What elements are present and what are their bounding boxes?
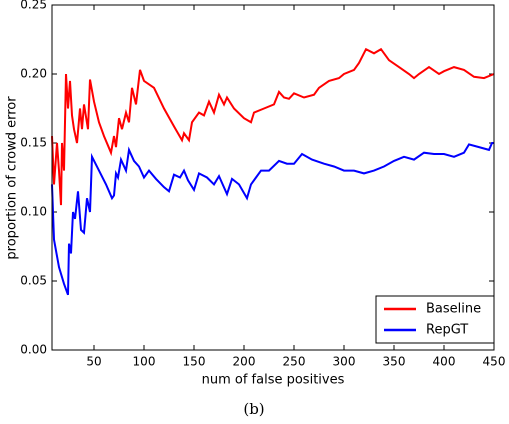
line-series bbox=[51, 142, 494, 296]
y-tick-label: 0.10 bbox=[20, 205, 47, 219]
x-tick-label: 400 bbox=[433, 355, 456, 369]
legend-box bbox=[375, 295, 495, 344]
x-tick-label: 300 bbox=[333, 355, 356, 369]
x-tick-label: 200 bbox=[233, 355, 256, 369]
legend-label: RepGT bbox=[426, 323, 468, 338]
plot-frame bbox=[51, 4, 495, 351]
y-tick-label: 0.20 bbox=[20, 67, 47, 81]
chart-title: (b) bbox=[243, 400, 264, 418]
y-tick-label: 0.05 bbox=[20, 274, 47, 288]
y-axis-label: proportion of crowd error bbox=[5, 96, 20, 260]
line-series bbox=[51, 47, 495, 206]
x-tick-label: 350 bbox=[383, 355, 406, 369]
x-tick-label: 250 bbox=[283, 355, 306, 369]
y-tick-label: 0.00 bbox=[20, 343, 47, 357]
x-axis-label: num of false positives bbox=[202, 373, 345, 388]
legend-label: Baseline bbox=[426, 302, 481, 317]
y-tick-label: 0.25 bbox=[20, 0, 47, 12]
x-tick-label: 150 bbox=[183, 355, 206, 369]
x-tick-label: 450 bbox=[483, 355, 506, 369]
x-tick-label: 100 bbox=[133, 355, 156, 369]
x-tick-label: 50 bbox=[86, 355, 101, 369]
y-tick-label: 0.15 bbox=[20, 136, 47, 150]
